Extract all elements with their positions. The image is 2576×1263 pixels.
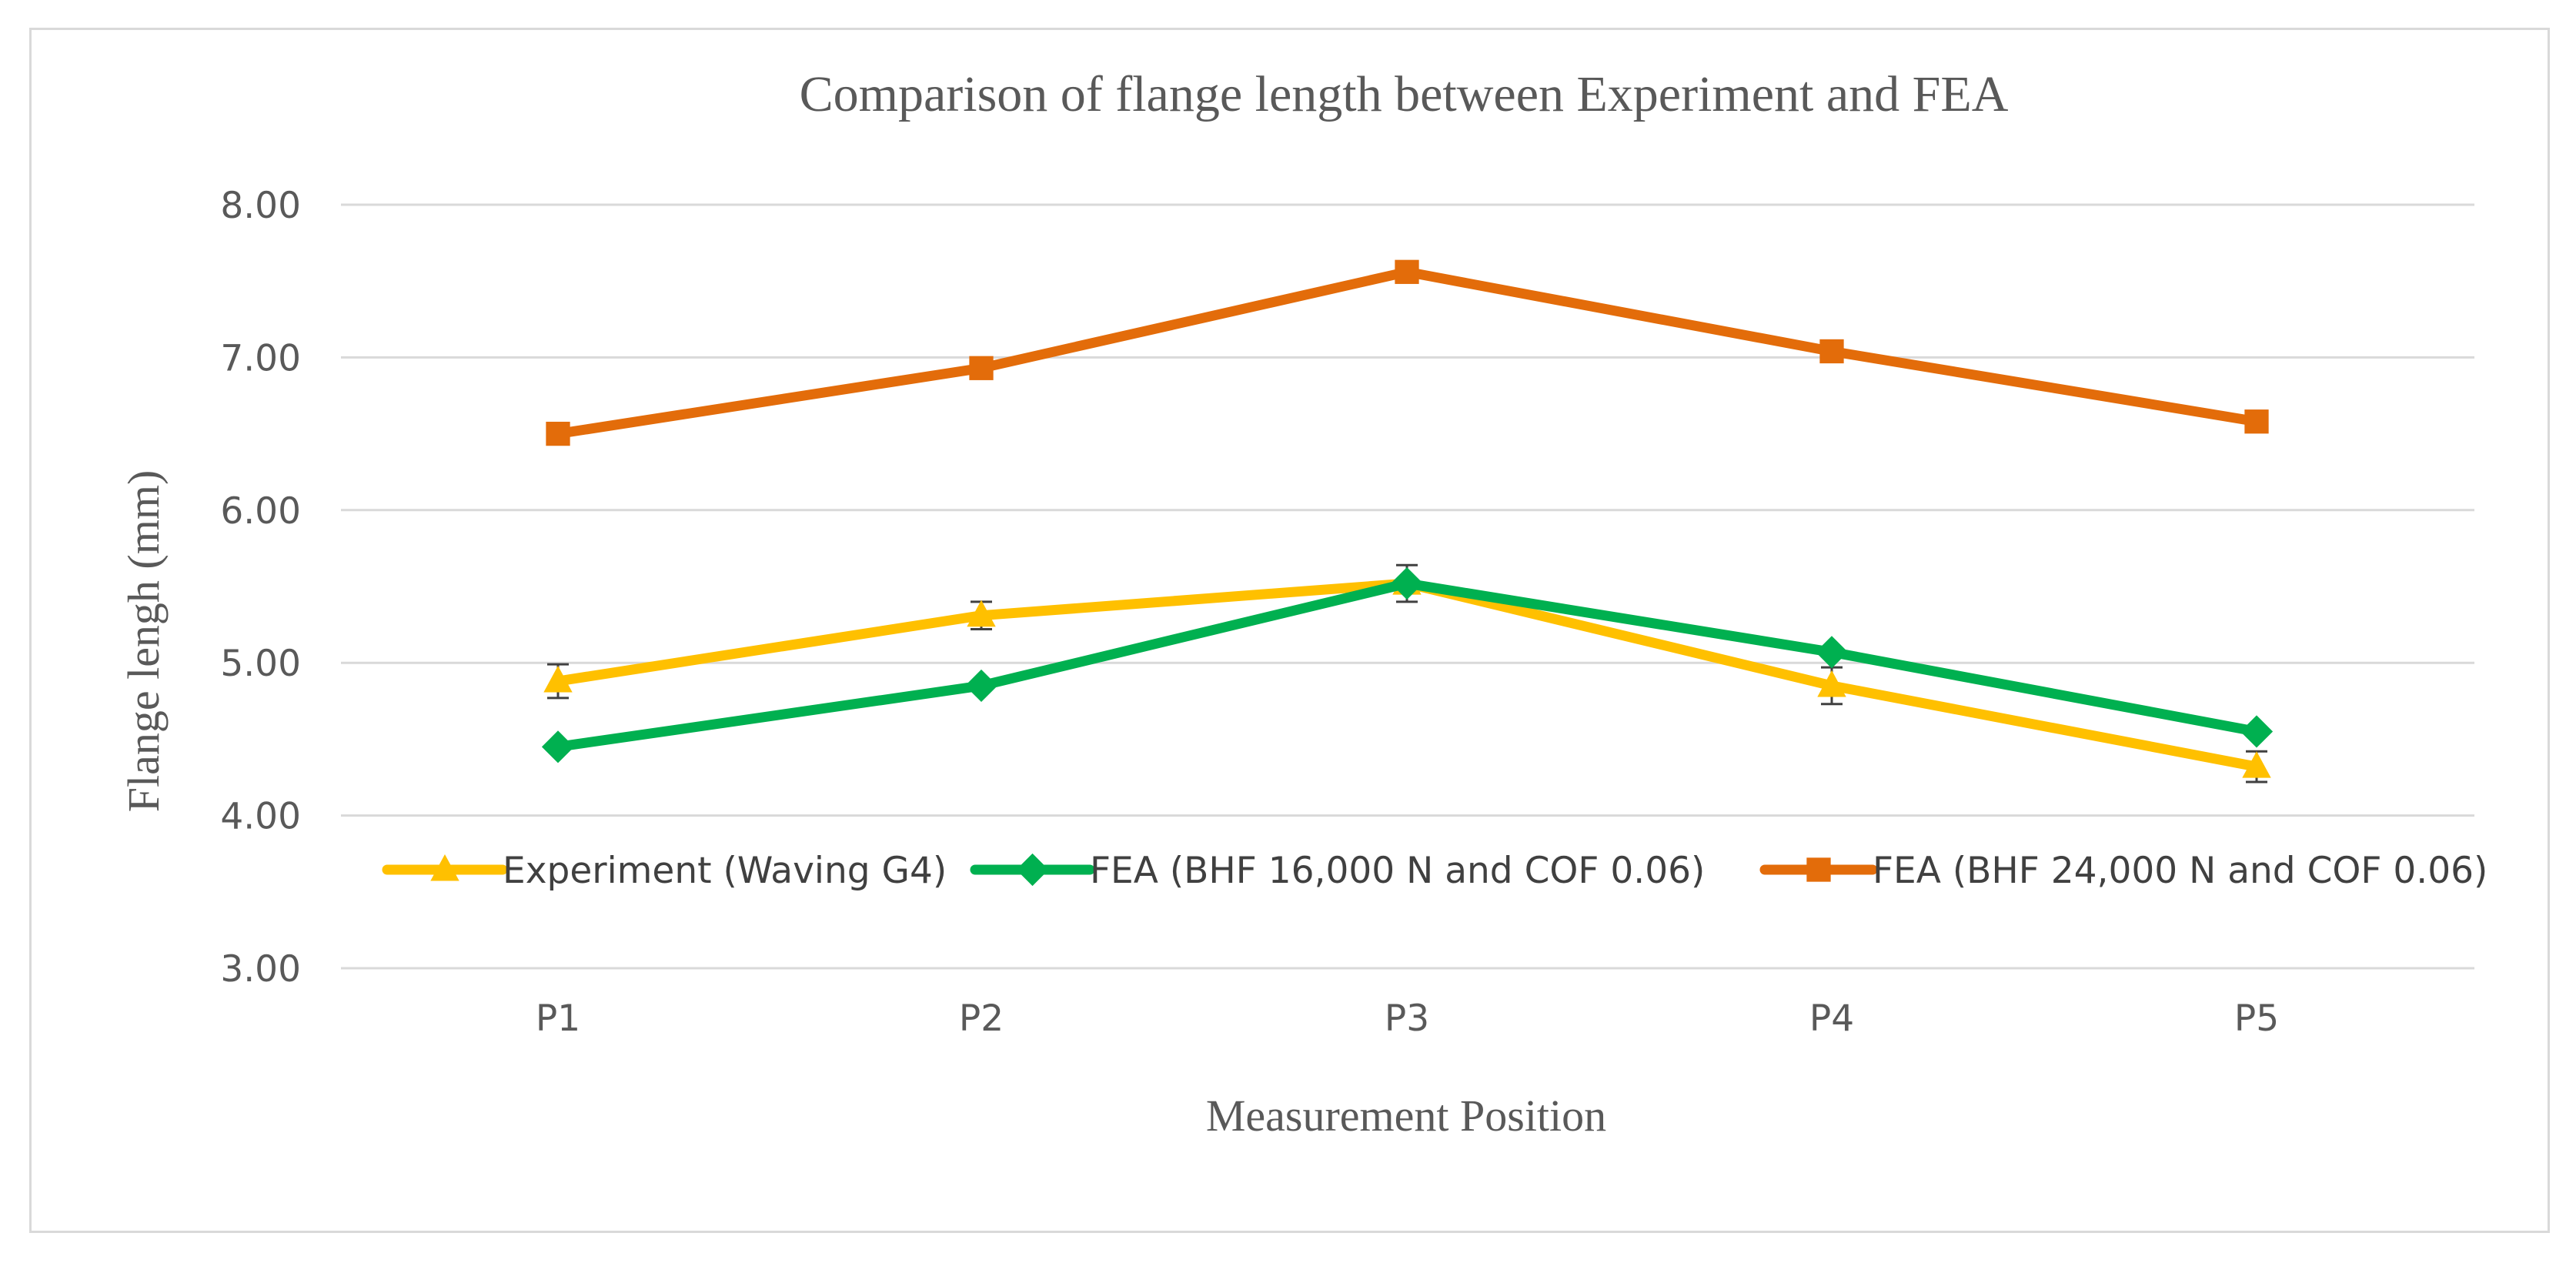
data-point <box>2240 715 2274 748</box>
chart-title: Comparison of flange length between Expe… <box>800 66 2009 122</box>
data-point <box>1819 339 1844 364</box>
y-tick-labels: 3.00 4.00 5.00 6.00 7.00 8.00 <box>220 185 301 991</box>
x-tick-label: P1 <box>536 997 580 1040</box>
y-tick-label: 8.00 <box>220 185 301 227</box>
legend-label: FEA (BHF 16,000 N and COF 0.06) <box>1090 850 1705 892</box>
data-point <box>969 356 994 380</box>
x-axis-title: Measurement Position <box>1206 1091 1606 1141</box>
data-point <box>1390 566 1424 600</box>
legend-marker <box>1016 853 1049 887</box>
y-tick-label: 7.00 <box>220 337 301 379</box>
series-line <box>553 578 2262 772</box>
legend-item: Experiment (Waving G4) <box>382 850 947 892</box>
y-tick-label: 4.00 <box>220 796 301 838</box>
x-tick-label: P4 <box>1809 997 1854 1040</box>
data-point <box>967 600 996 627</box>
data-point <box>541 730 575 763</box>
series-lines <box>541 259 2274 784</box>
x-tick-labels: P1 P2 P3 P4 P5 <box>536 997 2279 1040</box>
y-tick-label: 6.00 <box>220 490 301 533</box>
legend-label: Experiment (Waving G4) <box>503 850 947 892</box>
legend-item: FEA (BHF 16,000 N and COF 0.06) <box>970 850 1705 892</box>
x-tick-label: P5 <box>2234 997 2279 1040</box>
legend-marker <box>430 854 459 881</box>
chart-frame: 3.00 4.00 5.00 6.00 7.00 8.00 P1 P2 P3 P4 P5 Expe… <box>29 28 2550 1233</box>
data-point <box>2244 409 2269 434</box>
series-line <box>553 266 2262 439</box>
y-axis-title: Flange lengh (mm) <box>119 470 169 813</box>
data-point <box>1817 670 1846 697</box>
data-point <box>1815 636 1849 669</box>
x-tick-label: P3 <box>1385 997 1429 1040</box>
x-tick-label: P2 <box>959 997 1004 1040</box>
legend: Experiment (Waving G4) FEA (BHF 16,000 N … <box>382 850 2487 892</box>
data-point <box>1395 259 1419 284</box>
data-point <box>546 421 570 446</box>
data-point <box>2242 751 2271 778</box>
series-2 <box>541 566 2274 763</box>
legend-marker <box>1806 857 1831 882</box>
legend-item: FEA (BHF 24,000 N and COF 0.06) <box>1759 850 2487 892</box>
y-tick-label: 5.00 <box>220 643 301 685</box>
data-point <box>964 669 998 703</box>
series-3 <box>546 259 2269 446</box>
legend-label: FEA (BHF 24,000 N and COF 0.06) <box>1873 850 2487 892</box>
line-chart: 3.00 4.00 5.00 6.00 7.00 8.00 P1 P2 P3 P4 P5 Expe… <box>119 66 2487 1141</box>
data-point <box>543 665 573 693</box>
y-tick-label: 3.00 <box>220 948 301 991</box>
